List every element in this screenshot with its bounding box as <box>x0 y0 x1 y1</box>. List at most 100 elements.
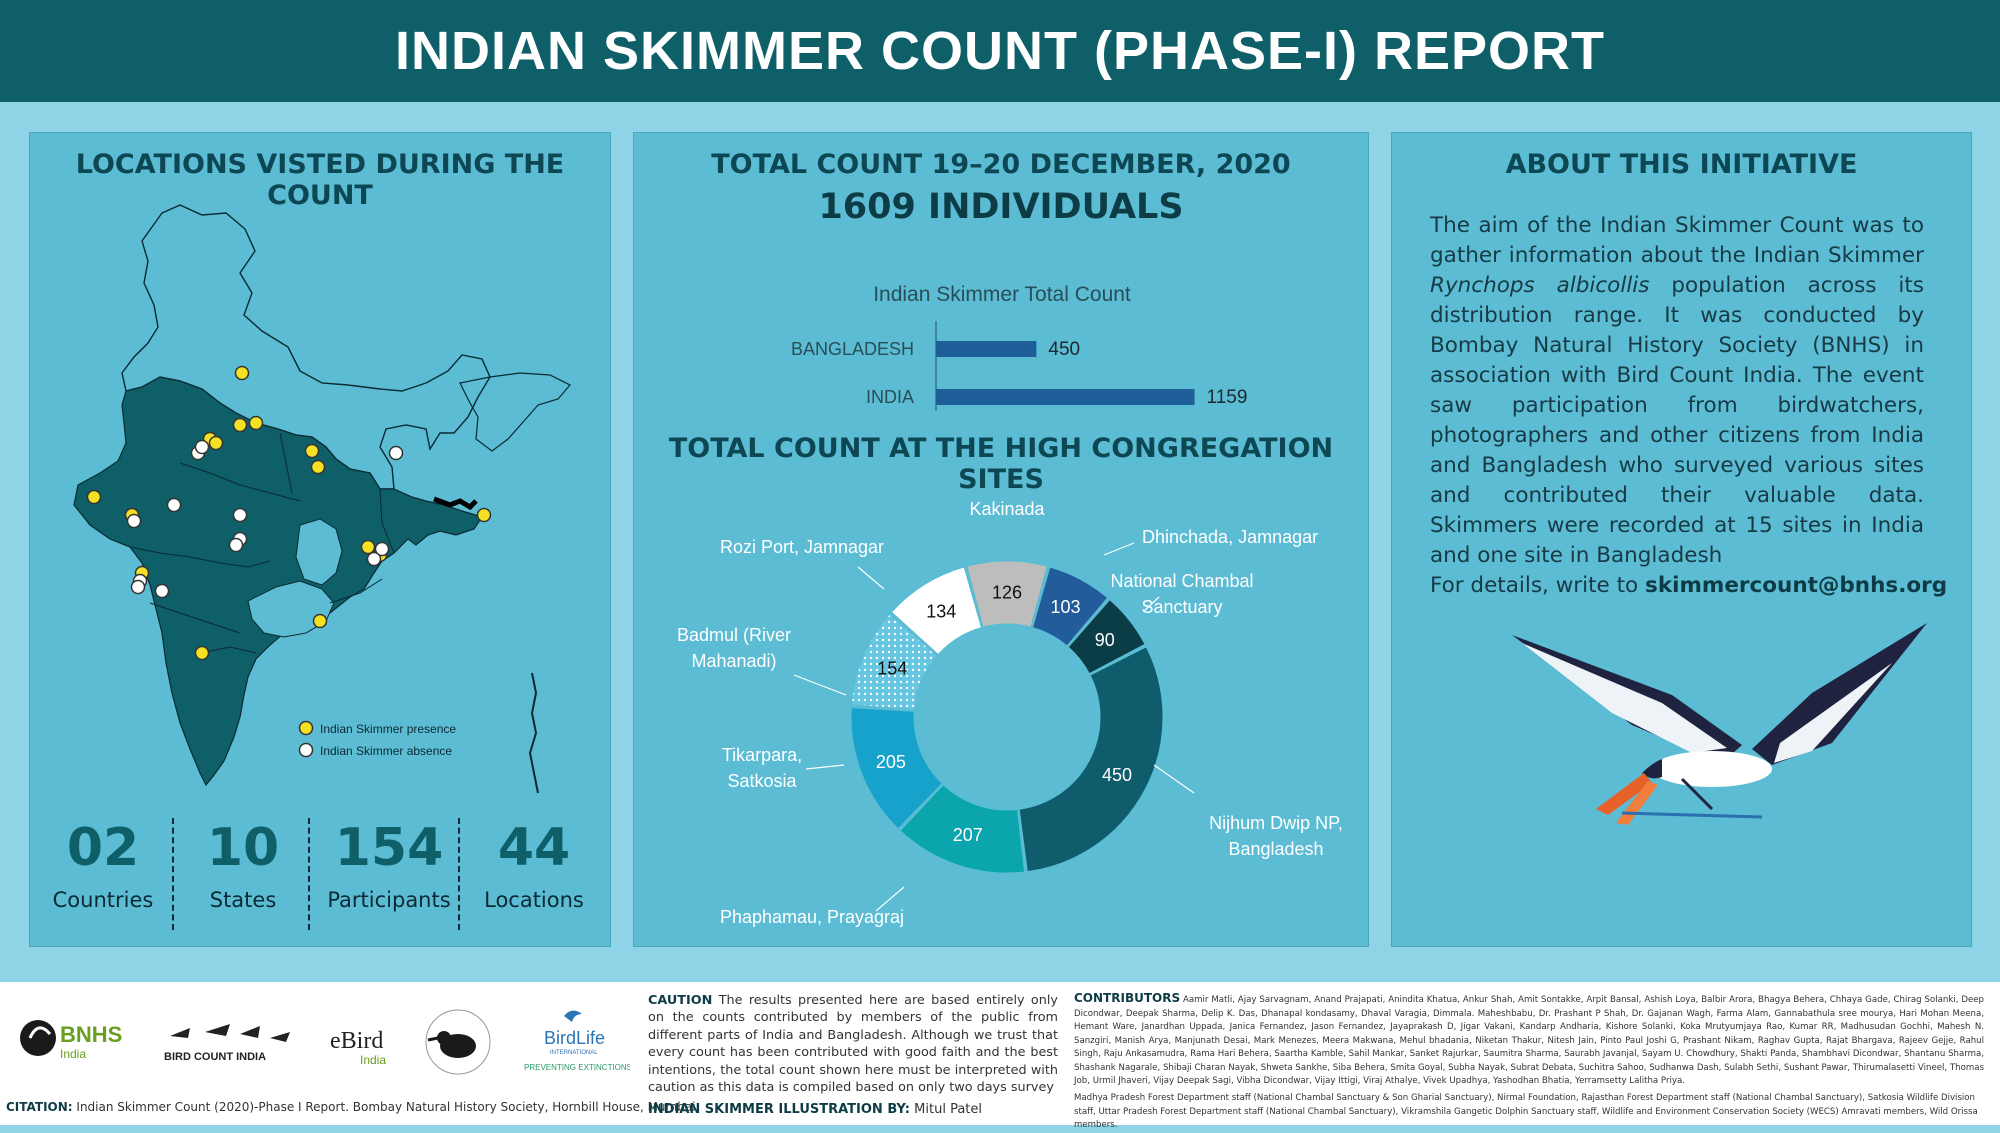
donut-leader-line <box>1103 542 1135 556</box>
bird-count-india-logo: BIRD COUNT INDIA <box>160 1018 305 1078</box>
donut-value-label: 103 <box>1051 597 1081 617</box>
stat-countries: 02 Countries <box>38 818 168 912</box>
donut-slice <box>890 566 983 656</box>
skimmer-left-wing-underside <box>1522 643 1727 753</box>
svg-text:BIRD COUNT INDIA: BIRD COUNT INDIA <box>164 1051 266 1063</box>
svg-text:BirdLife: BirdLife <box>544 1028 605 1048</box>
skimmer-tail <box>1680 777 1714 811</box>
donut-category-label: Sanctuary <box>1141 597 1222 617</box>
stat-divider <box>172 818 174 930</box>
details-prefix: For details, write to <box>1430 573 1639 598</box>
birdlife-international-logo: BirdLife INTERNATIONAL PREVENTING EXTINC… <box>520 1000 632 1080</box>
donut-category-label: Phaphamau, Prayagraj <box>720 907 904 927</box>
presence-marker <box>194 645 210 661</box>
donut-category-label: Satkosia <box>727 771 797 791</box>
donut-category-label: Dhinchada, Jamnagar <box>1142 527 1318 547</box>
absence-marker <box>154 583 170 599</box>
donut-value-label: 207 <box>953 825 983 845</box>
donut-leader-line <box>1153 764 1195 794</box>
stat-value: 44 <box>497 818 571 878</box>
total-count-bar-chart: Indian Skimmer Total Count BANGLADESH 450… <box>791 283 1248 411</box>
locations-panel: LOCATIONS VISTED DURING THE COUNT <box>29 132 611 947</box>
bar-value-label: 1159 <box>1207 387 1248 408</box>
donut-category-label: Rozi Port, Jamnagar <box>720 537 884 557</box>
donut-slice <box>1031 566 1109 647</box>
donut-leader-line <box>875 886 905 912</box>
presence-marker <box>86 489 102 505</box>
stats-row: 02 Countries 10 States 154 Participants … <box>30 818 610 938</box>
svg-text:PREVENTING EXTINCTIONS: PREVENTING EXTINCTIONS <box>524 1063 630 1072</box>
illustrator-name: Mitul Patel <box>914 1102 982 1117</box>
svg-text:India: India <box>360 1053 386 1067</box>
bar <box>936 341 1037 357</box>
map-surveyed-region <box>73 376 483 787</box>
bar-category-label: INDIA <box>866 387 914 407</box>
donut-value-label: 134 <box>926 601 956 621</box>
citation-label: CITATION: <box>6 1100 73 1114</box>
presence-marker <box>232 417 248 433</box>
legend-absence-marker <box>298 742 314 758</box>
stat-divider <box>458 818 460 930</box>
contributors-list: Aamir Matli, Ajay Sarvagnam, Anand Praja… <box>1074 995 1984 1086</box>
donut-value-label: 90 <box>1095 630 1115 650</box>
absence-marker <box>366 551 382 567</box>
sites-title: TOTAL COUNT AT THE HIGH CONGREGATION SIT… <box>668 433 1334 495</box>
skimmer-right-wing <box>1752 623 1927 765</box>
presence-marker <box>312 613 328 629</box>
donut-value-label: 205 <box>876 752 906 772</box>
donut-leader-line <box>857 566 885 590</box>
presence-marker <box>476 507 492 523</box>
donut-category-label: Bangladesh <box>1228 839 1323 859</box>
caution-note: CAUTION The results presented here are b… <box>648 992 1058 1096</box>
donut-category-label: Badmul (River <box>677 625 791 645</box>
ebird-india-logo: eBird India <box>326 1024 406 1074</box>
caution-label: CAUTION <box>648 993 713 1008</box>
about-title: ABOUT THIS INITIATIVE <box>1505 149 1858 180</box>
contributors-label: CONTRIBUTORS <box>1074 991 1181 1005</box>
donut-value-label: 154 <box>877 659 907 679</box>
donut-value-label: 450 <box>1102 765 1132 785</box>
presence-marker <box>208 435 224 451</box>
report-header: INDIAN SKIMMER COUNT (PHASE-I) REPORT <box>0 0 2000 102</box>
footer: BNHS India BIRD COUNT INDIA eBird India … <box>0 982 2000 1130</box>
bar <box>936 389 1195 405</box>
donut-value-label: 126 <box>992 583 1022 603</box>
skimmer-right-wing-underside <box>1774 663 1892 763</box>
map-state-borders <box>129 432 395 654</box>
stat-divider <box>308 818 310 930</box>
map-sundarbans <box>433 496 478 511</box>
absence-marker <box>232 507 248 523</box>
map-northeast <box>459 372 571 452</box>
stat-value: 02 <box>66 818 140 878</box>
legend-absence-label: Indian Skimmer absence <box>320 744 452 758</box>
absence-marker <box>166 497 182 513</box>
donut-leader-line <box>793 674 847 696</box>
donut-slice <box>899 784 1026 874</box>
stat-locations: 44 Locations <box>464 818 604 912</box>
details-line: For details, write to skimmercount@bnhs.… <box>1430 573 1947 598</box>
stat-participants: 154 Participants <box>314 818 464 912</box>
svg-text:BNHS: BNHS <box>60 1022 122 1047</box>
map-islands <box>528 672 539 794</box>
bar-chart-title: Indian Skimmer Total Count <box>873 283 1131 306</box>
absence-marker <box>228 537 244 553</box>
stat-label: Countries <box>52 888 154 912</box>
absence-marker <box>130 579 146 595</box>
skimmer-water-line <box>1621 811 1763 819</box>
donut-slice <box>1018 646 1164 873</box>
species-name: Rynchops albicollis <box>1430 273 1650 298</box>
contributors-organisations: Madhya Pradesh Forest Department staff (… <box>1074 1093 1978 1130</box>
absence-marker <box>388 445 404 461</box>
svg-text:eBird: eBird <box>330 1028 383 1054</box>
caution-text: The results presented here are based ent… <box>648 993 1058 1096</box>
bar-category-label: BANGLADESH <box>791 339 914 359</box>
illustration-credit: INDIAN SKIMMER ILLUSTRATION BY: Mitul Pa… <box>648 1102 982 1117</box>
skimmer-upper-bill <box>1596 773 1652 815</box>
absence-markers <box>126 439 404 599</box>
about-panel: ABOUT THIS INITIATIVE The aim of the Ind… <box>1391 132 1972 947</box>
stat-label: Locations <box>484 888 584 912</box>
presence-marker <box>310 459 326 475</box>
india-map: Indian Skimmer presence Indian Skimmer a… <box>73 204 571 794</box>
donut-slice <box>850 707 943 830</box>
contact-email-link[interactable]: skimmercount@bnhs.org <box>1645 573 1948 598</box>
